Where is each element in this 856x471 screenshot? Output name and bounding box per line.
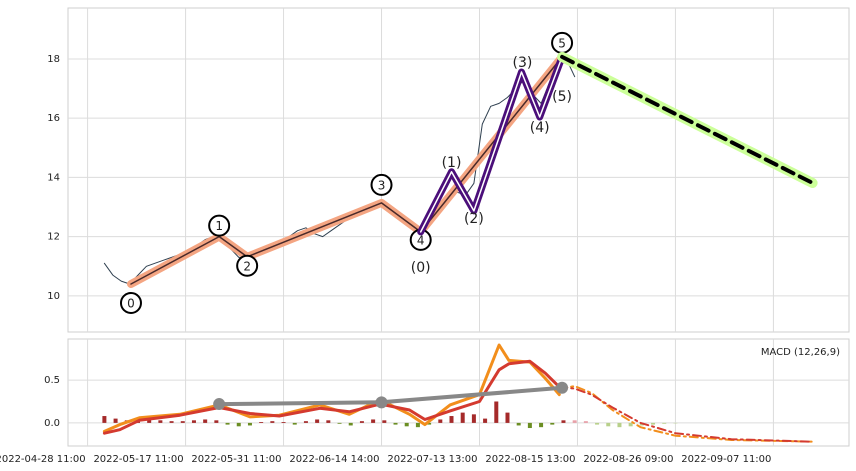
histogram-bar [415,422,420,428]
wave-label: (0) [411,260,431,276]
histogram-bar [550,422,555,425]
wave-label: 4 [417,233,425,247]
histogram-bar [471,414,476,423]
histogram-bar [180,421,185,423]
histogram-bar [113,418,118,423]
histogram-bar [483,418,488,423]
histogram-bar [292,422,297,425]
macd-panel [67,338,850,447]
divergence-point [556,381,569,394]
histogram-bar [337,422,342,424]
price-panel [67,7,850,333]
x-tick-label: 2022-08-26 09:00 [583,454,673,465]
histogram-bar [572,420,577,423]
histogram-bar [169,421,174,423]
x-tick-label: 2022-05-31 11:00 [191,454,281,465]
y-tick-label: 10 [47,291,60,302]
histogram-bar [382,420,387,423]
wave-label: (1) [442,155,462,171]
wave-label: 0 [127,297,135,311]
histogram-bar [561,420,566,423]
histogram-bar [438,419,443,423]
wave-label: (5) [552,89,572,105]
series-inner-line [419,56,563,233]
histogram-bar [539,422,544,428]
histogram-bar [247,422,252,426]
histogram-bar [460,412,465,423]
y-tick-label: 18 [47,54,60,65]
histogram-bar [359,421,364,423]
wave-label: (3) [513,55,533,71]
wave-label: 1 [215,219,223,233]
histogram-bar [427,422,432,425]
series-line [560,54,815,185]
y-tick-label: 0.0 [44,418,60,429]
y-tick-label: 12 [47,232,60,243]
wave-label: 5 [558,36,566,50]
x-tick-label: 2022-04-28 11:00 [0,454,86,465]
histogram-bar [449,416,454,423]
histogram-bar [281,422,286,423]
histogram-bar [102,416,107,423]
histogram-bar [203,419,208,423]
histogram-bar [595,422,600,425]
histogram-bar [527,422,532,429]
wave-circle [119,292,142,315]
wave-label: (2) [464,211,484,227]
histogram-bar [651,422,656,425]
histogram-bar [371,419,376,423]
y-tick-label: 0.5 [44,375,60,386]
y-tick-label: 14 [47,172,60,183]
histogram-bar [404,422,409,427]
histogram-bar [606,422,611,427]
histogram-bar [259,422,264,423]
histogram-bar [393,422,398,425]
wave-circle [370,173,393,196]
histogram-bar [494,401,499,423]
histogram-bar [214,420,219,423]
x-tick-label: 2022-07-13 13:00 [387,454,477,465]
wave-label: 3 [378,178,386,192]
histogram-bar [191,420,196,423]
histogram-bar [505,412,510,423]
histogram-bar [326,420,331,423]
x-tick-label: 2022-05-17 11:00 [93,454,183,465]
histogram-bar [348,422,353,426]
wave-label: (4) [530,120,550,136]
histogram-bar [147,419,152,423]
series-inner-line [130,56,563,285]
histogram-bar [662,422,667,424]
histogram-bar [628,422,633,427]
histogram-bar [270,421,275,423]
macd-label: MACD (12,26,9) [761,347,840,358]
histogram-bar [516,422,521,426]
histogram-bar [617,422,622,428]
divergence-point [213,398,226,411]
histogram-bar [315,419,320,423]
x-tick-label: 2022-09-07 11:00 [681,454,771,465]
x-tick-label: 2022-06-14 14:00 [289,454,379,465]
x-tick-label: 2022-08-15 13:00 [485,454,575,465]
series-line [558,385,814,443]
wave-circle [236,254,259,277]
histogram-bar [583,421,588,423]
histogram-bar [236,422,241,427]
wave-circle [208,214,231,237]
y-tick-label: 16 [47,113,60,124]
histogram-bar [225,422,230,425]
histogram-bar [303,421,308,423]
series-line [558,385,814,443]
divergence-point [375,396,388,409]
wave-label: 2 [243,259,251,273]
histogram-bar [158,420,163,423]
